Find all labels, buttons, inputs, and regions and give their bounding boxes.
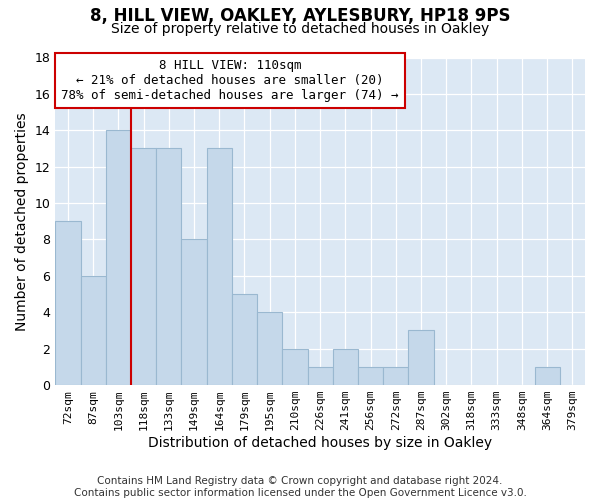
X-axis label: Distribution of detached houses by size in Oakley: Distribution of detached houses by size … — [148, 436, 492, 450]
Bar — [308, 367, 333, 385]
Text: Size of property relative to detached houses in Oakley: Size of property relative to detached ho… — [111, 22, 489, 36]
Text: Contains HM Land Registry data © Crown copyright and database right 2024.
Contai: Contains HM Land Registry data © Crown c… — [74, 476, 526, 498]
Bar — [181, 240, 206, 385]
Bar — [232, 294, 257, 385]
Bar — [535, 367, 560, 385]
Bar — [283, 348, 308, 385]
Bar — [80, 276, 106, 385]
Bar — [106, 130, 131, 385]
Y-axis label: Number of detached properties: Number of detached properties — [15, 112, 29, 330]
Bar — [257, 312, 283, 385]
Bar — [383, 367, 409, 385]
Bar — [55, 222, 80, 385]
Bar — [156, 148, 181, 385]
Text: 8, HILL VIEW, OAKLEY, AYLESBURY, HP18 9PS: 8, HILL VIEW, OAKLEY, AYLESBURY, HP18 9P… — [90, 8, 510, 26]
Text: 8 HILL VIEW: 110sqm
← 21% of detached houses are smaller (20)
78% of semi-detach: 8 HILL VIEW: 110sqm ← 21% of detached ho… — [61, 59, 399, 102]
Bar — [358, 367, 383, 385]
Bar — [333, 348, 358, 385]
Bar — [409, 330, 434, 385]
Bar — [131, 148, 156, 385]
Bar — [206, 148, 232, 385]
